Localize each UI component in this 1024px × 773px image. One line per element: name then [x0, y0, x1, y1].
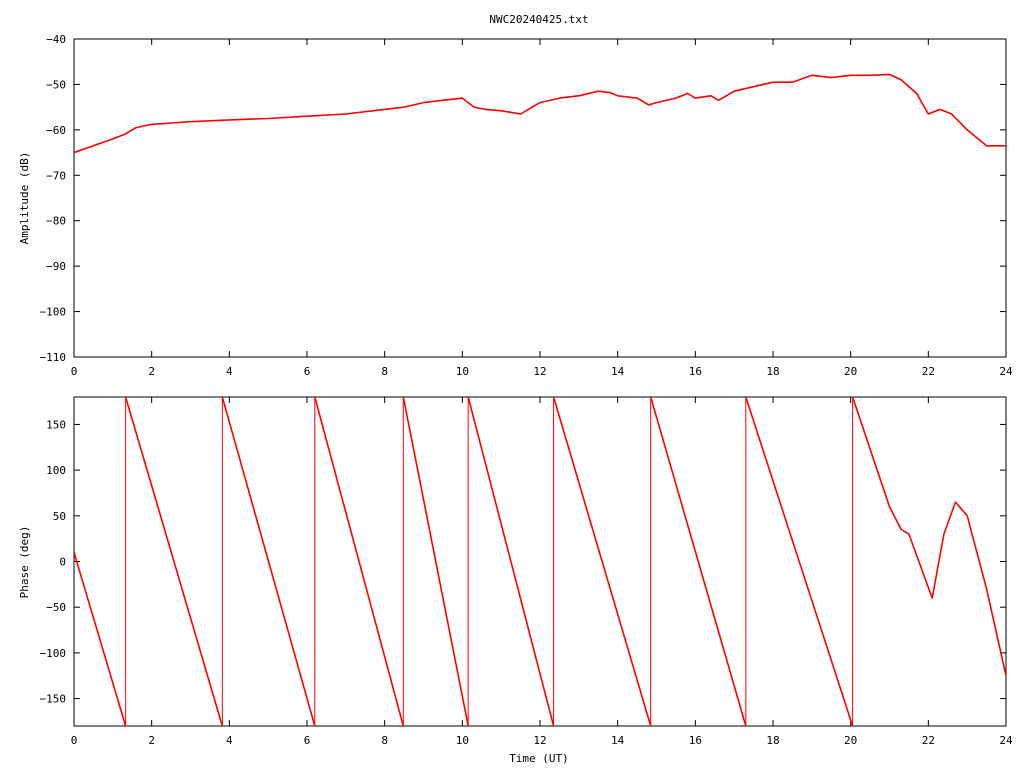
amplitude-x-tick-label: 10 [456, 365, 469, 378]
phase-segment-line [552, 396, 652, 727]
phase-segment-line [402, 396, 469, 727]
phase-segment-line [649, 396, 747, 727]
amplitude-y-tick-label: −90 [46, 260, 66, 273]
phase-x-tick-label: 22 [922, 734, 935, 747]
phase-segment-line [314, 396, 405, 727]
amplitude-y-tick-label: −60 [46, 124, 66, 137]
amplitude-x-tick-label: 6 [304, 365, 311, 378]
amplitude-x-tick-label: 0 [71, 365, 78, 378]
phase-y-tick-label: 100 [46, 464, 66, 477]
phase-y-tick-label: −50 [46, 601, 66, 614]
amplitude-x-tick-label: 4 [226, 365, 233, 378]
phase-axis-label: Phase (deg) [18, 526, 31, 599]
phase-segment-line [74, 552, 127, 727]
phase-segment-line [124, 396, 224, 727]
amplitude-x-tick-label: 24 [999, 365, 1013, 378]
phase-y-tick-label: −150 [40, 693, 67, 706]
phase-segment-line [851, 396, 1006, 676]
phase-x-tick-label: 18 [766, 734, 779, 747]
phase-y-tick-label: −100 [40, 647, 67, 660]
amplitude-x-tick-label: 14 [611, 365, 625, 378]
phase-x-tick-label: 0 [71, 734, 78, 747]
phase-segment-line [221, 396, 316, 727]
phase-y-tick-label: 150 [46, 418, 66, 431]
phase-y-tick-label: 50 [53, 510, 66, 523]
phase-y-tick-label: 0 [59, 556, 66, 569]
phase-x-tick-label: 12 [533, 734, 546, 747]
amplitude-series-line [74, 73, 1006, 154]
phase-x-tick-label: 14 [611, 734, 625, 747]
amplitude-axis-label: Amplitude (dB) [18, 152, 31, 245]
amplitude-x-tick-label: 22 [922, 365, 935, 378]
phase-x-tick-label: 4 [226, 734, 233, 747]
amplitude-y-tick-label: −100 [40, 306, 67, 319]
phase-segment-line [745, 396, 854, 727]
amplitude-x-tick-label: 8 [381, 365, 388, 378]
phase-x-tick-label: 24 [999, 734, 1013, 747]
amplitude-x-tick-label: 18 [766, 365, 779, 378]
amplitude-y-tick-label: −110 [40, 351, 67, 364]
phase-x-tick-label: 8 [381, 734, 388, 747]
amplitude-y-tick-label: −50 [46, 78, 66, 91]
amplitude-x-tick-label: 12 [533, 365, 546, 378]
phase-x-tick-label: 16 [689, 734, 702, 747]
phase-x-tick-label: 6 [304, 734, 311, 747]
chart-title: NWC20240425.txt [489, 13, 588, 26]
phase-x-tick-label: 20 [844, 734, 857, 747]
amplitude-x-tick-label: 2 [148, 365, 155, 378]
phase-segment-line [467, 396, 555, 727]
time-axis-label: Time (UT) [509, 752, 569, 765]
phase-x-tick-label: 2 [148, 734, 155, 747]
phase-x-tick-label: 10 [456, 734, 469, 747]
amplitude-y-tick-label: −70 [46, 169, 66, 182]
amplitude-x-tick-label: 20 [844, 365, 857, 378]
amplitude-y-tick-label: −80 [46, 215, 66, 228]
amplitude-x-tick-label: 16 [689, 365, 702, 378]
amplitude-y-tick-label: −40 [46, 33, 66, 46]
